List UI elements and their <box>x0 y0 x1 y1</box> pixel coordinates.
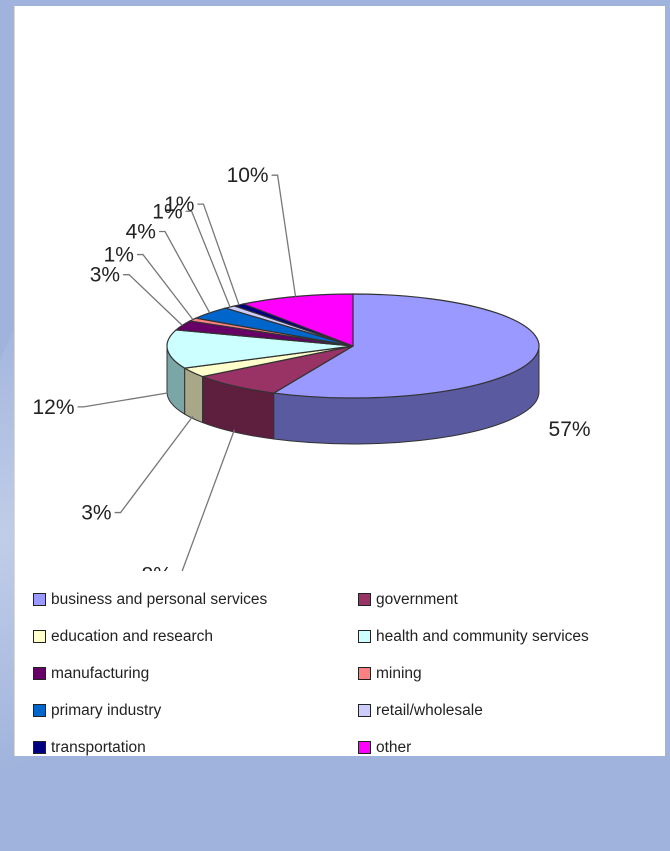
legend-swatch <box>358 741 371 754</box>
legend-swatch <box>358 704 371 717</box>
leader-line-primary-industry <box>158 230 211 314</box>
legend-swatch <box>358 667 371 680</box>
legend-swatch <box>33 704 46 717</box>
legend-label: education and research <box>51 627 214 645</box>
legend-swatch <box>33 630 46 643</box>
legend-item-mining: mining <box>358 655 663 692</box>
pie-labels: 57%8%3%12%3%1%4%1%1%10% <box>33 164 591 571</box>
legend-label: government <box>376 590 458 608</box>
legend-item-business-and-personal-services: business and personal services <box>33 581 358 618</box>
pie-slice-other <box>241 293 354 347</box>
legend-swatch <box>358 593 371 606</box>
value-label-transportation: 1% <box>164 193 194 216</box>
chart-legend: business and personal services government… <box>33 581 663 766</box>
legend-item-other: other <box>358 729 663 766</box>
value-label-retail-wholesale: 1% <box>152 200 182 223</box>
pie-chart: 57%8%3%12%3%1%4%1%1%10% <box>33 164 591 571</box>
value-label-education-and-research: 3% <box>81 502 111 525</box>
legend-label: other <box>376 738 412 756</box>
value-label-government: 8% <box>142 563 172 571</box>
pie-slice-government <box>200 345 354 394</box>
leader-line-manufacturing <box>123 274 183 326</box>
legend-label: transportation <box>51 738 146 756</box>
leader-line-health-and-community-services <box>77 392 168 408</box>
pie-side-education-and-research <box>184 367 204 424</box>
legend-label: mining <box>376 664 422 682</box>
leader-line-transportation <box>197 203 240 306</box>
legend-swatch <box>358 630 371 643</box>
legend-item-retail-wholesale: retail/wholesale <box>358 692 663 729</box>
value-label-primary-industry: 4% <box>126 221 156 244</box>
legend-item-health-and-community-services: health and community services <box>358 618 663 655</box>
chart-panel: 57%8%3%12%3%1%4%1%1%10% business and per… <box>14 6 665 756</box>
value-label-health-and-community-services: 12% <box>33 396 75 419</box>
leader-line-education-and-research <box>114 415 194 514</box>
legend-item-education-and-research: education and research <box>33 618 358 655</box>
value-label-manufacturing: 3% <box>90 264 120 287</box>
pie-sides <box>166 345 540 445</box>
legend-label: retail/wholesale <box>376 701 483 719</box>
legend-item-government: government <box>358 581 663 618</box>
value-label-business-and-personal-services: 57% <box>549 418 591 441</box>
leader-line-mining <box>136 253 194 320</box>
legend-swatch <box>33 593 46 606</box>
legend-item-manufacturing: manufacturing <box>33 655 358 692</box>
legend-swatch <box>33 667 46 680</box>
legend-label: primary industry <box>51 701 162 719</box>
legend-label: business and personal services <box>51 590 268 608</box>
legend-item-primary-industry: primary industry <box>33 692 358 729</box>
legend-label: health and community services <box>376 627 589 645</box>
legend-label: manufacturing <box>51 664 150 682</box>
legend-item-transportation: transportation <box>33 729 358 766</box>
pie-slice-health-and-community-services <box>166 329 354 369</box>
legend-swatch <box>33 741 46 754</box>
leader-line-government <box>181 429 236 571</box>
leader-line-retail-wholesale <box>185 210 231 308</box>
pie-slice-business-and-personal-services <box>272 293 540 399</box>
pie-top <box>166 293 540 399</box>
value-label-mining: 1% <box>104 244 134 267</box>
leader-line-other <box>271 174 297 297</box>
value-label-other: 10% <box>227 164 269 187</box>
